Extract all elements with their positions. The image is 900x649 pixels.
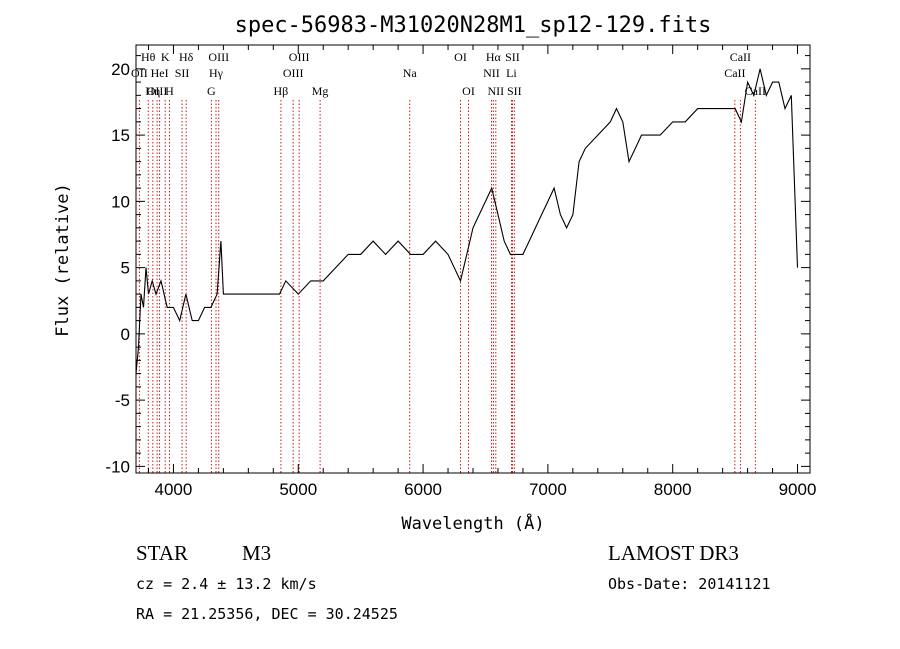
object-class: STAR <box>136 541 188 565</box>
line-marker-label: H <box>165 84 174 98</box>
line-markers: HθOIIOIIIHηHeIKHSIIHδGHγOIIIHβOIIIOIIIMg… <box>131 50 766 473</box>
axis-ticks: 4000 5000 6000 7000 8000 9000 -10 -5 0 5 10 15 20 <box>105 45 816 499</box>
y-tick-label: 0 <box>121 325 130 344</box>
line-marker-label: SII <box>505 50 520 64</box>
line-marker-label: SII <box>507 84 522 98</box>
line-marker-label: OI <box>462 84 475 98</box>
x-tick-label: 8000 <box>654 480 692 499</box>
x-axis-label: Wavelength (Å) <box>401 512 544 534</box>
line-marker-label: Hγ <box>209 66 224 80</box>
x-tick-label: 9000 <box>779 480 817 499</box>
line-marker-label: OIII <box>208 50 229 64</box>
x-tick-label: 5000 <box>279 480 317 499</box>
y-axis-label: Flux (relative) <box>53 183 73 337</box>
line-marker-label: OIII <box>289 50 310 64</box>
x-tick-label: 4000 <box>155 480 193 499</box>
line-marker-label: CaII <box>724 66 745 80</box>
y-tick-label: 10 <box>111 192 130 211</box>
x-tick-label: 6000 <box>404 480 442 499</box>
line-marker-label: G <box>207 84 216 98</box>
line-marker-label: SII <box>175 66 190 80</box>
line-marker-label: HeI <box>151 66 169 80</box>
line-marker-label: NII <box>488 84 505 98</box>
plot-frame <box>135 44 811 474</box>
obs-date: Obs-Date: 20141121 <box>608 575 771 593</box>
object-subclass: M3 <box>242 541 271 565</box>
line-marker-label: Hδ <box>179 50 194 64</box>
ra-dec-coords: RA = 21.25356, DEC = 30.24525 <box>136 605 398 623</box>
y-tick-label: -10 <box>105 457 130 476</box>
spectrum-line <box>135 68 799 374</box>
line-marker-label: OII <box>131 66 148 80</box>
x-tick-label: 7000 <box>529 480 567 499</box>
line-marker-label: CaII <box>730 50 751 64</box>
chart-title: spec-56983-M31020N28M1_sp12-129.fits <box>235 13 712 38</box>
line-marker-label: Hη <box>145 84 160 98</box>
line-marker-label: OI <box>454 50 467 64</box>
y-tick-label: 5 <box>121 259 130 278</box>
line-marker-label: NII <box>483 66 500 80</box>
line-marker-label: Li <box>506 66 517 80</box>
y-tick-label: 20 <box>111 60 130 79</box>
line-marker-label: Hθ <box>141 50 156 64</box>
line-marker-label: K <box>161 50 170 64</box>
line-marker-label: Mg <box>312 84 329 98</box>
survey-name: LAMOST DR3 <box>608 541 739 565</box>
line-marker-label: Na <box>403 66 418 80</box>
line-marker-label: Hβ <box>274 84 289 98</box>
y-tick-label: -5 <box>115 391 130 410</box>
line-marker-label: OIII <box>283 66 304 80</box>
y-tick-label: 15 <box>111 126 130 145</box>
line-marker-label: OIII <box>147 84 168 98</box>
line-marker-label: Hα <box>486 50 502 64</box>
redshift-cz: cz = 2.4 ± 13.2 km/s <box>136 575 317 593</box>
